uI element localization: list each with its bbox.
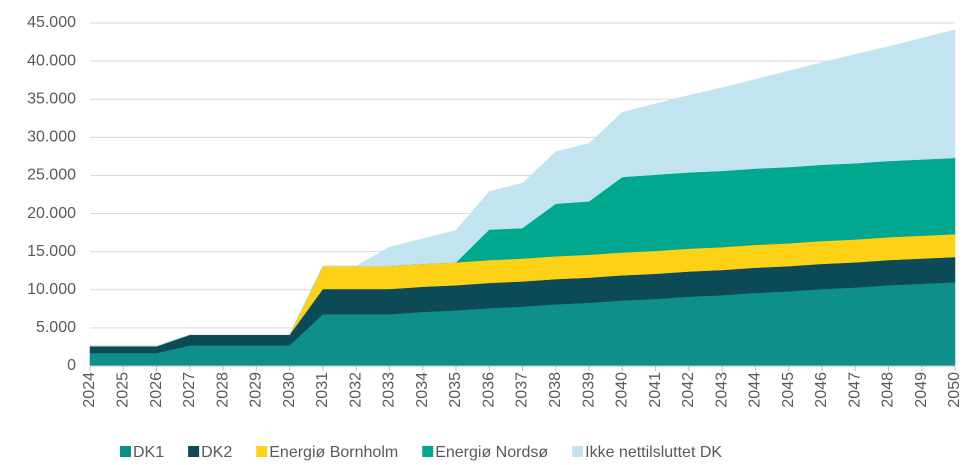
legend-label: DK2 (201, 444, 232, 461)
x-tick-label: 2043 (713, 372, 730, 408)
y-tick-label: 30.000 (27, 129, 76, 146)
x-tick-label: 2031 (314, 372, 331, 408)
legend-swatch (422, 446, 434, 457)
legend-swatch (572, 446, 584, 457)
legend-label: DK1 (133, 444, 164, 461)
x-tick-label: 2026 (148, 372, 165, 408)
x-tick-label: 2045 (780, 372, 797, 408)
x-tick-label: 2035 (447, 372, 464, 408)
x-tick-label: 2046 (813, 372, 830, 408)
x-tick-label: 2040 (614, 372, 631, 408)
x-tick-label: 2047 (846, 372, 863, 408)
x-tick-label: 2033 (381, 372, 398, 408)
x-tick-label: 2036 (480, 372, 497, 408)
y-tick-label: 10.000 (27, 281, 76, 298)
x-tick-label: 2039 (580, 372, 597, 408)
x-tick-label: 2050 (946, 372, 963, 408)
x-tick-label: 2048 (880, 372, 897, 408)
x-tick-label: 2037 (514, 372, 531, 408)
x-tick-label: 2042 (680, 372, 697, 408)
legend-label: Energiø Nordsø (435, 444, 548, 461)
y-tick-label: 5.000 (36, 319, 76, 336)
legend-swatch (188, 446, 200, 457)
x-tick-label: 2028 (214, 372, 231, 408)
legend-swatch (256, 446, 268, 457)
y-tick-label: 45.000 (27, 14, 76, 31)
x-tick-label: 2044 (747, 372, 764, 408)
legend-label: Ikke nettilsluttet DK (585, 444, 722, 461)
y-tick-label: 0 (67, 357, 76, 374)
area (90, 29, 956, 347)
y-tick-label: 15.000 (27, 243, 76, 260)
x-tick-label: 2027 (181, 372, 198, 408)
x-tick-label: 2030 (281, 372, 298, 408)
x-tick-label: 2049 (913, 372, 930, 408)
x-tick-label: 2024 (81, 372, 98, 408)
y-tick-label: 25.000 (27, 167, 76, 184)
legend-label: Energiø Bornholm (269, 444, 398, 461)
y-tick-label: 35.000 (27, 90, 76, 107)
x-tick-label: 2025 (114, 372, 131, 408)
y-tick-label: 20.000 (27, 205, 76, 222)
legend-swatch (120, 446, 131, 457)
y-tick-label: 40.000 (27, 52, 76, 69)
x-tick-label: 2032 (347, 372, 364, 408)
x-tick-label: 2029 (248, 372, 265, 408)
x-tick-label: 2034 (414, 372, 431, 408)
x-tick-label: 2041 (647, 372, 664, 408)
x-tick-label: 2038 (547, 372, 564, 408)
